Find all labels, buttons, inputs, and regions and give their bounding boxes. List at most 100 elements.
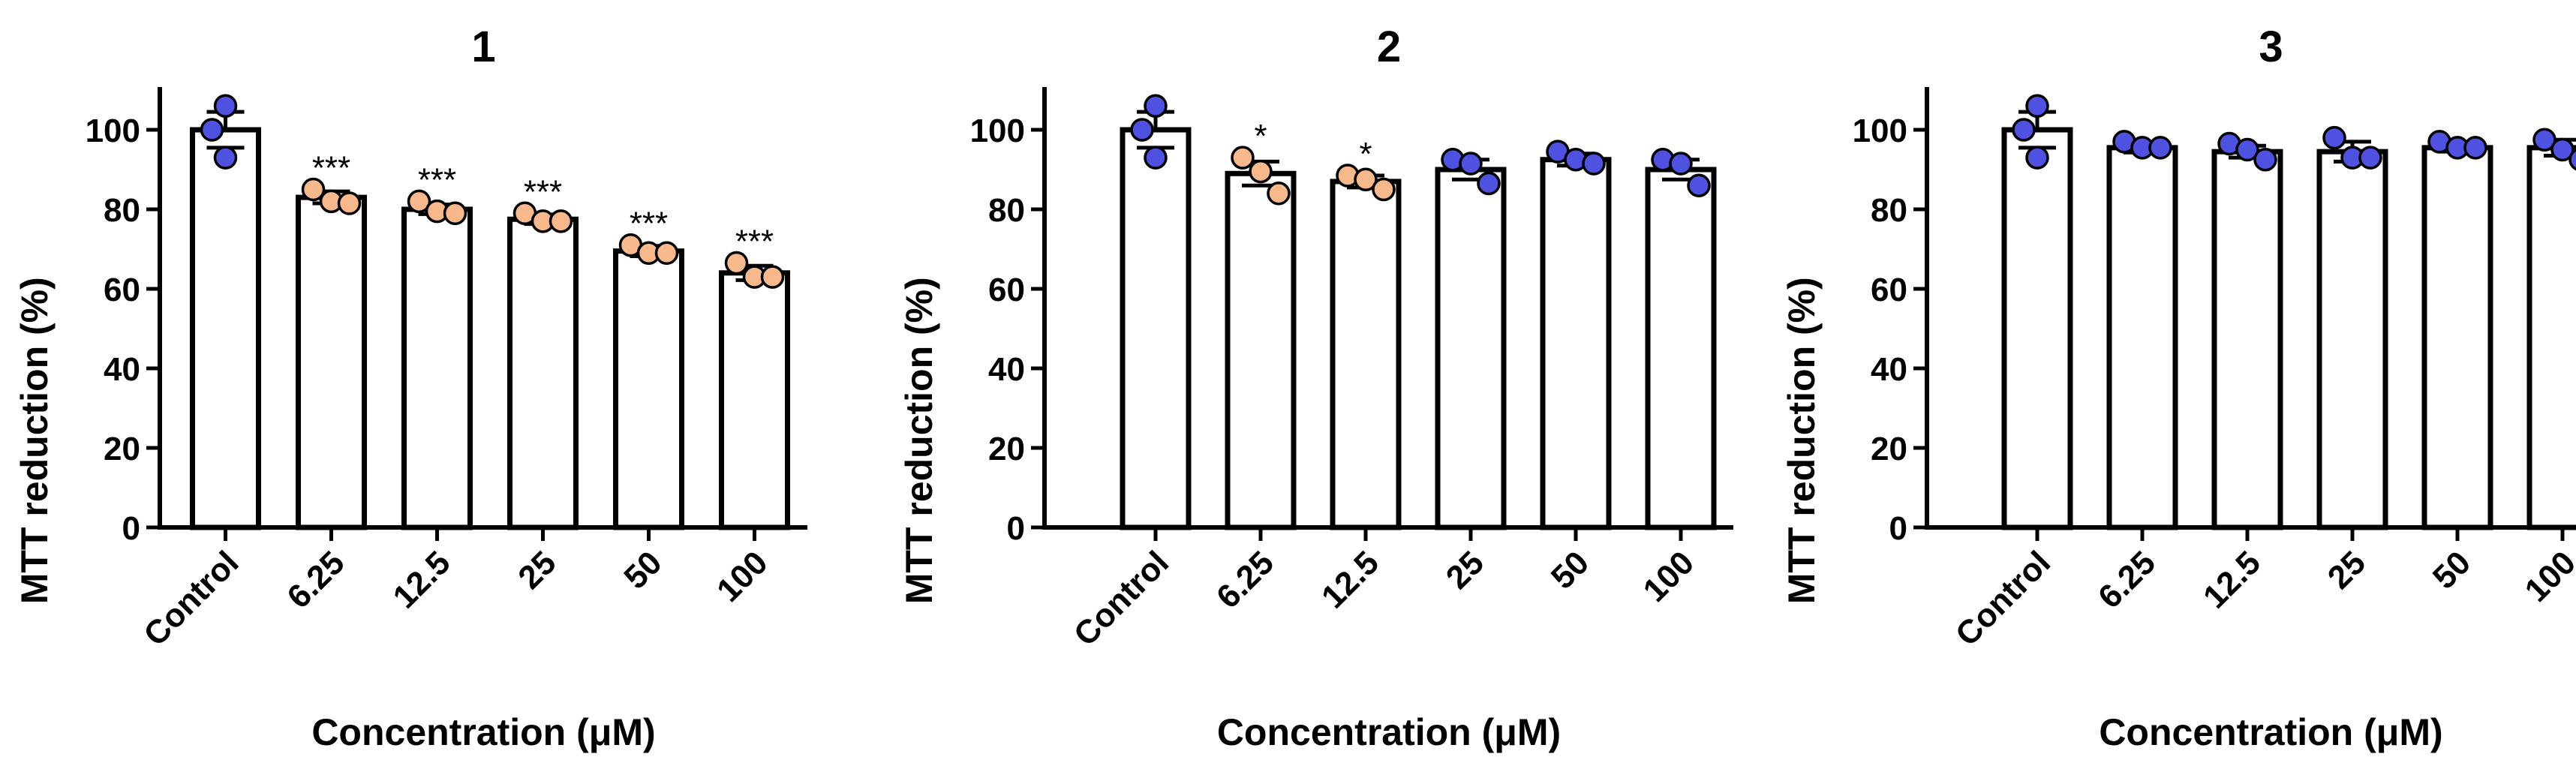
bar <box>1225 170 1297 530</box>
data-point <box>724 251 749 275</box>
bar <box>2421 145 2493 530</box>
data-point <box>549 209 573 233</box>
data-point <box>407 189 431 214</box>
data-point <box>2025 146 2049 170</box>
x-category-label: Control <box>1949 544 2057 653</box>
data-point <box>2322 125 2346 150</box>
significance-label: * <box>1359 136 1372 173</box>
data-point <box>2025 94 2049 118</box>
y-tick-label: 20 <box>104 431 140 467</box>
y-tick-label: 100 <box>1853 113 1907 149</box>
x-category-label: Control <box>137 544 245 653</box>
panel-title: 3 <box>2259 23 2283 71</box>
data-point <box>1372 177 1396 202</box>
bar <box>1645 167 1717 530</box>
data-point <box>301 177 326 202</box>
x-category-label: 50 <box>2426 544 2478 596</box>
x-category-label: 12.5 <box>2196 544 2268 615</box>
data-point <box>1144 94 1168 118</box>
bar <box>190 127 261 530</box>
data-point <box>1459 152 1483 176</box>
panel-title: 1 <box>471 23 495 71</box>
data-point <box>1477 171 1501 196</box>
chart-panel-1: 1 MTT reduction (%) Concentration (μM) 0 20 4… <box>14 23 807 753</box>
data-point <box>2463 136 2487 160</box>
data-point <box>1130 118 1154 142</box>
x-category-label: 6.25 <box>280 544 351 615</box>
data-point <box>760 265 785 289</box>
x-category-label: 6.25 <box>2091 544 2163 615</box>
data-point <box>1249 159 1273 184</box>
bar <box>719 270 790 530</box>
x-category-label: 25 <box>2321 544 2373 596</box>
y-tick-label: 40 <box>104 351 140 388</box>
y-axis-label: MTT reduction (%) <box>14 277 56 604</box>
x-axis-label: Concentration (μM) <box>1217 711 1561 753</box>
x-category-label: 100 <box>710 544 775 609</box>
data-point <box>1267 182 1291 206</box>
data-point <box>654 241 679 266</box>
bar <box>296 194 367 530</box>
y-tick-label: 0 <box>1007 510 1025 547</box>
bar <box>2526 145 2576 530</box>
y-tick-label: 60 <box>1871 272 1907 308</box>
y-tick-label: 20 <box>1871 431 1907 467</box>
x-axis-label: Concentration (μM) <box>311 711 655 753</box>
bar <box>2106 145 2178 530</box>
data-point <box>1354 167 1378 191</box>
data-point <box>2358 146 2382 170</box>
x-category-label: 25 <box>1439 544 1491 596</box>
data-point <box>2012 118 2036 142</box>
y-tick-label: 0 <box>1889 510 1907 547</box>
bar <box>401 206 473 530</box>
data-point <box>337 191 362 215</box>
y-axis-label: MTT reduction (%) <box>898 277 940 604</box>
data-point <box>1231 146 1255 170</box>
x-category-label: 100 <box>2518 544 2576 609</box>
bar <box>1120 127 1192 530</box>
data-point <box>1582 152 1606 176</box>
y-tick-label: 80 <box>104 192 140 229</box>
x-category-label: 50 <box>617 544 669 596</box>
y-tick-label: 40 <box>1871 351 1907 388</box>
bar <box>1540 157 1612 530</box>
significance-label: *** <box>312 150 350 187</box>
data-point <box>2253 148 2277 172</box>
y-tick-label: 80 <box>988 192 1025 229</box>
data-point <box>1687 173 1711 197</box>
bar <box>2316 149 2388 530</box>
bar <box>1330 179 1402 530</box>
significance-label: *** <box>630 206 668 242</box>
data-point <box>1144 146 1168 170</box>
y-tick-label: 80 <box>1871 192 1907 229</box>
y-tick-label: 40 <box>988 351 1025 388</box>
bar <box>2211 149 2283 530</box>
data-point <box>200 118 224 142</box>
data-point <box>213 146 238 170</box>
x-category-label: 25 <box>511 544 563 596</box>
significance-label: *** <box>735 224 774 260</box>
chart-panel-2: 2 MTT reduction (%) Concentration (μM) 0 20 4… <box>898 23 1733 753</box>
data-point <box>2550 137 2574 162</box>
y-axis-label: MTT reduction (%) <box>1781 277 1823 604</box>
data-point <box>2532 128 2556 152</box>
x-category-label: 6.25 <box>1210 544 1281 615</box>
data-point <box>2568 149 2576 171</box>
data-point <box>2235 137 2259 162</box>
data-point <box>1669 152 1693 176</box>
y-tick-label: 0 <box>122 510 140 547</box>
data-point <box>443 201 467 226</box>
bar <box>613 248 684 530</box>
y-tick-label: 60 <box>988 272 1025 308</box>
significance-label: *** <box>524 173 562 210</box>
panel-title: 2 <box>1377 23 1401 71</box>
chart-panel-3: 3 MTT reduction (%) Concentration (μM) 0 20 4… <box>1781 23 2576 753</box>
bar <box>1435 167 1507 530</box>
x-category-label: Control <box>1067 544 1176 653</box>
x-axis-label: Concentration (μM) <box>2099 711 2442 753</box>
bar <box>2001 127 2073 530</box>
data-point <box>213 94 238 118</box>
data-point <box>2148 136 2172 160</box>
y-tick-label: 60 <box>104 272 140 308</box>
y-tick-label: 20 <box>988 431 1025 467</box>
